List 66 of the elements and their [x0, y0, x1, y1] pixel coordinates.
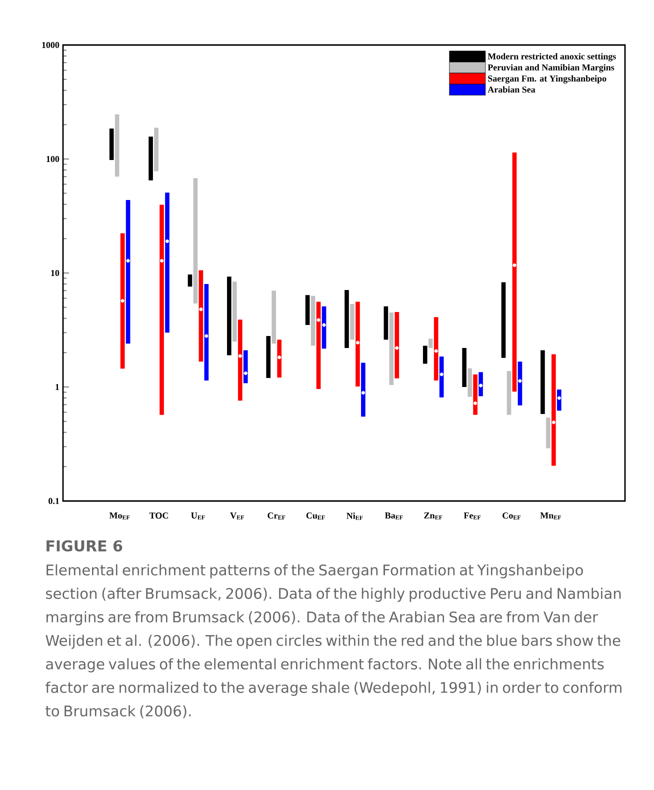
bar	[552, 354, 556, 466]
bar	[394, 312, 400, 378]
bar	[193, 178, 198, 304]
bar	[316, 302, 321, 390]
bar	[428, 338, 433, 348]
bar	[473, 374, 478, 415]
x-tick-label: Cr$_{EF}$	[268, 512, 286, 520]
y-tick-label: 100	[46, 156, 60, 162]
bar	[540, 350, 545, 414]
bar	[506, 371, 512, 415]
bar	[188, 274, 192, 287]
bar	[148, 136, 153, 180]
x-tick-label: Mo$_{EF}$	[109, 512, 130, 520]
bar	[356, 302, 360, 387]
bar	[518, 362, 522, 406]
bar	[238, 320, 242, 401]
bar	[310, 296, 316, 346]
x-tick-label: Mn$_{EF}$	[540, 512, 561, 520]
bar	[350, 304, 354, 340]
x-tick-label: Zn$_{EF}$	[424, 512, 442, 520]
bar	[232, 282, 237, 342]
bar	[422, 346, 428, 364]
bar	[227, 276, 232, 356]
bar	[546, 418, 550, 448]
x-tick-label: TOC	[149, 512, 168, 519]
bar	[154, 128, 158, 172]
legend-label: Peruvian and Namibian Margins	[488, 64, 614, 72]
legend-label: Modern restricted anoxic settings	[488, 53, 616, 62]
x-tick-label: Ba$_{EF}$	[384, 512, 403, 520]
bar	[109, 128, 114, 160]
bar	[389, 312, 394, 386]
bar	[462, 348, 466, 387]
x-tick-label: Fe$_{EF}$	[464, 512, 481, 520]
bar	[198, 270, 204, 362]
bar	[384, 306, 388, 340]
bar	[114, 114, 120, 177]
bar	[439, 356, 444, 398]
text: Elemental enrichment patterns of the Saergan Formation at Yingshanbeipo section (after Brumsack, 2006). Data of the highly productive Peru and Nambian margins are from Brumsack (2006). Data of the Arabian Sea are from Van der Weijden et al. (2006). The open circles within the red and the blue bars show the average values of the elemental enrichment factors. Note all the enrichments factor are normalized to the average shale (Wedepohl, 1991) in order to conform to Brumsack (2006).	[46, 564, 622, 718]
bar	[160, 204, 164, 415]
y-tick-label: 0.1	[48, 498, 59, 504]
x-tick-label: Cu$_{EF}$	[306, 512, 325, 520]
y-tick-label: 1000	[42, 42, 60, 48]
bar	[243, 350, 248, 384]
bar	[305, 295, 310, 325]
bar	[204, 284, 209, 381]
y-tick-label: 10	[51, 270, 60, 276]
bar	[165, 192, 170, 333]
x-tick-label: Ni$_{EF}$	[346, 512, 363, 520]
x-tick-label: V$_{EF}$	[230, 512, 244, 520]
y-tick-label: 1	[56, 384, 59, 390]
bar	[501, 282, 506, 358]
bar	[344, 290, 349, 348]
bar	[361, 362, 366, 417]
bar	[266, 336, 271, 378]
bar	[272, 290, 276, 344]
bar	[468, 368, 472, 397]
bar	[512, 152, 517, 392]
legend-label: Saergan Fm. at Yingshanbeipo	[488, 75, 606, 84]
bar	[277, 340, 282, 378]
x-tick-label: U$_{EF}$	[191, 512, 205, 520]
bar	[120, 233, 125, 369]
x-tick-label: Co$_{EF}$	[502, 512, 521, 520]
bar	[126, 200, 130, 344]
caption: FIGURE 6	[46, 540, 122, 552]
bar	[434, 317, 438, 381]
legend-label: Arabian Sea	[488, 86, 536, 93]
